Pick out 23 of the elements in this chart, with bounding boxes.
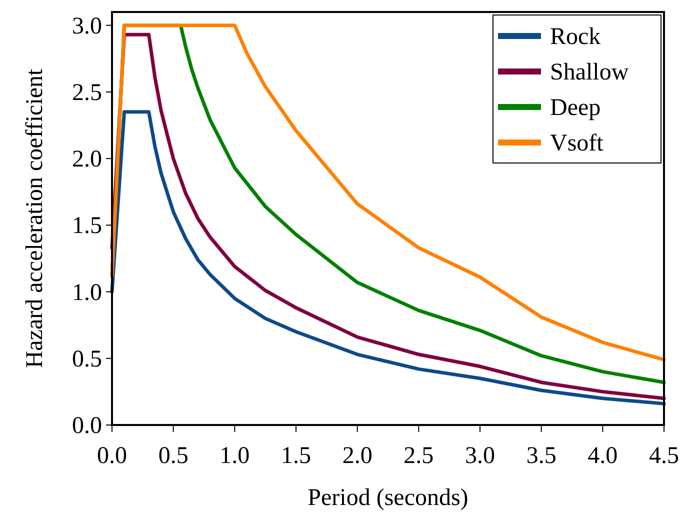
legend-label: Vsoft: [550, 130, 604, 156]
legend-label: Deep: [550, 95, 601, 121]
y-tick-label: 2.0: [72, 146, 102, 173]
y-tick-label: 0.5: [72, 346, 102, 372]
y-tick-label: 3.0: [72, 13, 102, 40]
x-tick-label: 0.5: [158, 443, 188, 469]
x-tick-label: 4.0: [588, 443, 618, 469]
y-tick-label: 2.5: [72, 80, 102, 106]
y-tick-label: 0.0: [72, 413, 102, 439]
x-tick-label: 2.0: [342, 443, 372, 469]
y-tick-label: 1.5: [72, 213, 102, 240]
x-tick-label: 1.0: [220, 443, 250, 469]
x-tick-label: 4.5: [649, 443, 679, 469]
legend-label: Rock: [550, 24, 601, 50]
x-tick-label: 0.0: [97, 443, 127, 469]
x-tick-label: 1.5: [281, 443, 311, 469]
x-tick-label: 2.5: [404, 443, 434, 469]
x-tick-label: 3.5: [526, 443, 556, 469]
x-tick-label: 3.0: [465, 443, 495, 469]
x-axis-title: Period (seconds): [308, 485, 468, 511]
y-axis-title: Hazard acceleration coefficient: [22, 68, 48, 368]
legend-label: Shallow: [550, 60, 630, 86]
y-tick-label: 1.0: [72, 280, 102, 306]
